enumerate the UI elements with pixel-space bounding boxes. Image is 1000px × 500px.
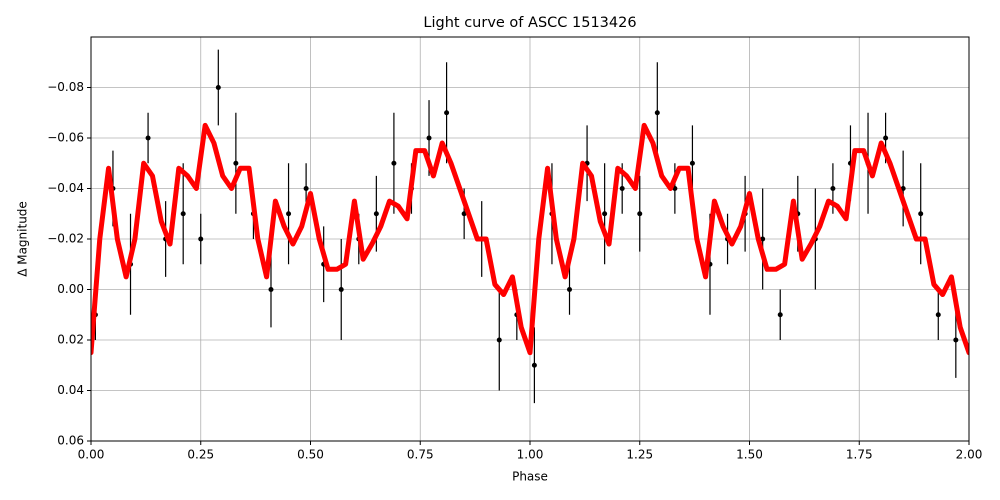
y-tick-label: 0.06 [57, 434, 84, 448]
x-tick-label: 1.00 [517, 448, 544, 462]
x-tick-label: 0.75 [407, 448, 434, 462]
data-point [180, 211, 186, 217]
data-point [619, 186, 625, 191]
data-point [338, 287, 344, 292]
data-point [953, 337, 959, 343]
plot-area [91, 49, 969, 404]
data-point [461, 211, 467, 217]
data-point [567, 287, 573, 292]
y-tick-label: 0.00 [57, 282, 84, 296]
data-point [303, 186, 309, 191]
x-tick-label: 0.25 [187, 448, 214, 462]
y-tick-label: −0.02 [47, 232, 84, 246]
data-point [883, 135, 889, 141]
y-tick-label: −0.06 [47, 131, 84, 145]
data-point [373, 211, 379, 217]
chart-title: Light curve of ASCC 1513426 [423, 15, 636, 31]
x-tick-label: 0.50 [297, 448, 324, 462]
y-tick-label: −0.04 [47, 181, 84, 195]
ticks: 0.00 0.25 0.50 0.75 1.00 1.25 1.50 1.75 2.00 −0.0… [47, 80, 982, 462]
data-point [760, 236, 766, 242]
x-tick-label: 1.50 [736, 448, 763, 462]
x-tick-label: 0.00 [78, 448, 105, 462]
data-point [426, 135, 432, 141]
data-point [286, 211, 292, 217]
x-tick-label: 1.75 [846, 448, 873, 462]
data-point [198, 236, 204, 242]
data-point [444, 110, 450, 116]
data-point [689, 160, 695, 166]
data-point [654, 110, 660, 116]
data-point [233, 160, 239, 166]
data-point [935, 312, 941, 318]
data-point [830, 186, 836, 191]
x-tick-label: 1.25 [626, 448, 653, 462]
data-point [391, 160, 397, 166]
data-point [777, 312, 783, 318]
data-point [637, 211, 643, 217]
x-axis-label: Phase [512, 470, 548, 484]
data-point [900, 186, 906, 191]
x-tick-label: 2.00 [956, 448, 983, 462]
model-curve [91, 122, 969, 356]
data-point [268, 287, 274, 292]
y-tick-label: 0.02 [57, 333, 84, 347]
y-tick-label: 0.04 [57, 383, 84, 397]
data-point [918, 211, 924, 217]
y-tick-label: −0.08 [47, 80, 84, 94]
data-point [602, 211, 608, 217]
data-point [145, 135, 151, 141]
y-axis-label: Δ Magnitude [16, 201, 30, 277]
data-point [496, 337, 502, 343]
data-point [531, 362, 537, 368]
data-point [215, 85, 221, 90]
